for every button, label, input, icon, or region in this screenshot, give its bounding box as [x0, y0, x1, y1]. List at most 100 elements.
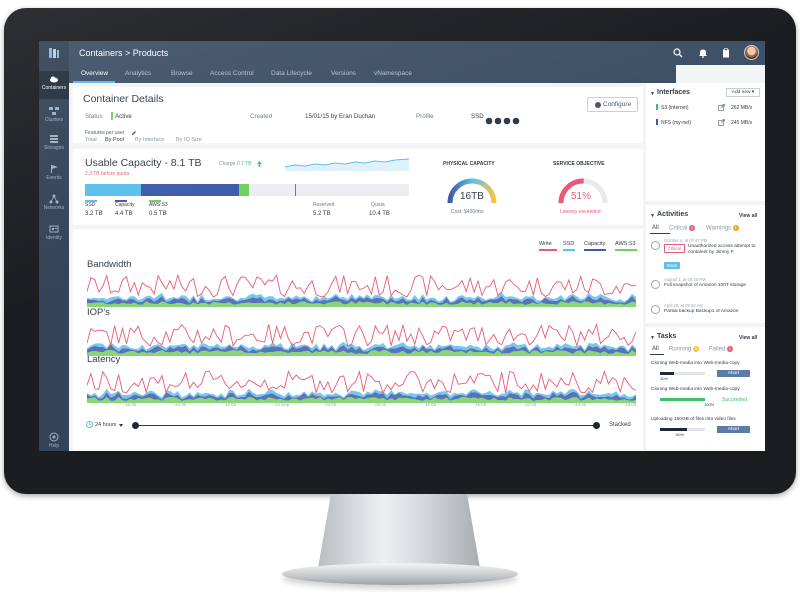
legend-ssd-label: SSD	[85, 202, 96, 208]
series-capacity-swatch	[584, 249, 606, 251]
series-ssd-label[interactable]: SSD	[563, 241, 575, 247]
tab-analytics[interactable]: Analytics	[125, 70, 152, 77]
x-tick-label: 16:00	[125, 402, 137, 407]
sidebar-item-help[interactable]: Help	[39, 429, 69, 451]
tab-browse[interactable]: Browse	[171, 70, 193, 77]
x-tick-label: 04:00	[325, 402, 337, 407]
activity-date: August 1, at 08:45 PM	[664, 277, 706, 282]
series-capacity-label[interactable]: Capacity	[584, 241, 606, 247]
sidebar-item-events[interactable]: Events	[39, 161, 69, 189]
service-objective-gauge	[558, 178, 608, 204]
storage-icon	[50, 135, 58, 143]
export-icon[interactable]	[718, 104, 725, 111]
tasks-tab-all[interactable]: All	[652, 346, 659, 352]
filter-by-io-size[interactable]: By IO Size	[176, 137, 202, 143]
profile-feature-icons	[485, 112, 521, 130]
cloud-icon	[50, 76, 58, 83]
interfaces-panel: ▼ Interfaces Add new ▾ S3 (internet) 262…	[646, 83, 765, 201]
sidebar: Containers Clusters Storages Events Netw…	[39, 41, 69, 451]
series-write-swatch	[539, 249, 557, 251]
series-ssd-swatch	[563, 249, 575, 251]
activities-tab-critical[interactable]: Critical 3	[669, 225, 696, 232]
timeline-start-handle[interactable]	[132, 422, 139, 429]
tasks-tab-failed[interactable]: Failed 1	[709, 346, 734, 353]
abort-button[interactable]: Abort	[717, 426, 750, 433]
series-aws-swatch	[615, 249, 637, 251]
bell-icon[interactable]	[698, 48, 708, 58]
sidebar-item-clusters[interactable]: Clusters	[39, 103, 69, 131]
stacked-toggle[interactable]: Stacked	[609, 422, 631, 428]
task-text: Cloning Web-media into Web-media-copy	[651, 361, 740, 366]
task-progress-fill	[660, 428, 687, 431]
sidebar-item-identity[interactable]: Identity	[39, 221, 69, 249]
sidebar-item-label: Events	[46, 175, 62, 181]
activities-tab-warnings[interactable]: Warnings 1	[706, 225, 739, 232]
legend-swatch-ssd	[85, 200, 97, 202]
filter-by-interface[interactable]: By Interface	[135, 137, 165, 143]
add-interface-button[interactable]: Add new ▾	[726, 88, 760, 97]
flag-icon	[51, 165, 58, 173]
tab-versions[interactable]: Versions	[331, 70, 356, 77]
tab-vnamespace[interactable]: vNamespace	[374, 70, 412, 77]
interface-name[interactable]: S3 (internet)	[661, 105, 689, 111]
service-objective-note: Latency exceeded	[560, 209, 601, 215]
tasks-title: Tasks	[657, 333, 677, 340]
caret-icon[interactable]: ▼	[650, 213, 655, 219]
tasks-view-all[interactable]: View all	[739, 335, 758, 341]
clipboard-icon[interactable]	[721, 48, 731, 58]
activities-panel: ▼ Activities View all All Critical 3 War…	[646, 205, 765, 323]
sidebar-item-containers[interactable]: Containers	[39, 71, 69, 99]
sidebar-item-storages[interactable]: Storages	[39, 131, 69, 159]
sidebar-item-label: Help	[48, 443, 60, 449]
features-per-user-link[interactable]: Features per user	[85, 130, 125, 136]
filter-by-pool[interactable]: By Pool	[105, 137, 124, 143]
pencil-icon[interactable]	[131, 130, 137, 136]
time-range-select[interactable]: 24 hours	[95, 422, 117, 428]
capacity-segment-capacity	[141, 184, 239, 196]
activities-tab-all[interactable]: All	[652, 225, 659, 231]
charge-value: 0.7 TB	[237, 161, 252, 167]
configure-button[interactable]: Configure	[587, 97, 638, 112]
caret-icon[interactable]: ▼	[650, 91, 655, 97]
search-icon[interactable]	[673, 48, 683, 58]
task-progress-label: 60%	[676, 432, 685, 437]
page-title: Container Details	[83, 93, 164, 105]
capacity-segment-aws	[239, 184, 249, 196]
timeline-slider[interactable]	[135, 425, 597, 426]
tasks-tab-running[interactable]: Running 5	[669, 346, 700, 353]
backup-icon	[651, 305, 660, 314]
series-write-label[interactable]: Write	[539, 241, 552, 247]
caret-icon[interactable]: ▼	[650, 335, 655, 341]
sidebar-item-networks[interactable]: Networks	[39, 191, 69, 219]
latency-title: Latency	[87, 354, 121, 365]
legend-swatch-capacity	[115, 200, 127, 202]
block-button[interactable]: Block	[664, 262, 681, 269]
tab-access-control[interactable]: Access Control	[210, 70, 254, 77]
task-text: Cloning Web-media into Web-media-copy	[651, 387, 740, 392]
series-aws-label[interactable]: AWS:S3	[615, 241, 636, 247]
sidebar-item-label: Storages	[43, 145, 64, 151]
avatar[interactable]	[744, 45, 759, 60]
critical-tag: Critical	[664, 244, 685, 253]
x-tick-label: 24:00	[575, 402, 587, 407]
breadcrumb[interactable]: Containers > Products	[79, 48, 169, 58]
filter-total[interactable]: Total	[85, 137, 97, 143]
activity-text: Full snapshot of Amazon 100T storage	[664, 283, 747, 288]
tab-overview[interactable]: Overview	[81, 70, 109, 77]
x-tick-label: 12:00	[425, 402, 437, 407]
monitor-stand-base	[282, 563, 518, 585]
legend-capacity-value: 4.4 TB	[115, 211, 133, 217]
activities-view-all[interactable]: View all	[739, 213, 758, 219]
tasks-tab-indicator	[650, 354, 664, 355]
tab-bar: Overview Analytics Browse Access Control…	[69, 65, 676, 83]
timeline-end-handle[interactable]	[593, 422, 600, 429]
created-value: 15/01/15 by Eran Duchan	[305, 113, 376, 120]
write-line	[87, 369, 636, 395]
task-progress-fill	[660, 372, 674, 375]
export-icon[interactable]	[718, 119, 725, 126]
stack-area	[87, 391, 636, 401]
capacity-panel: Usable Capacity - 8.1 TB 2.3 TB before q…	[73, 149, 643, 225]
interface-name[interactable]: NFS (my-net)	[661, 120, 691, 126]
tab-data-lifecycle[interactable]: Data Lifecycle	[271, 70, 312, 77]
abort-button[interactable]: Abort	[717, 370, 750, 377]
